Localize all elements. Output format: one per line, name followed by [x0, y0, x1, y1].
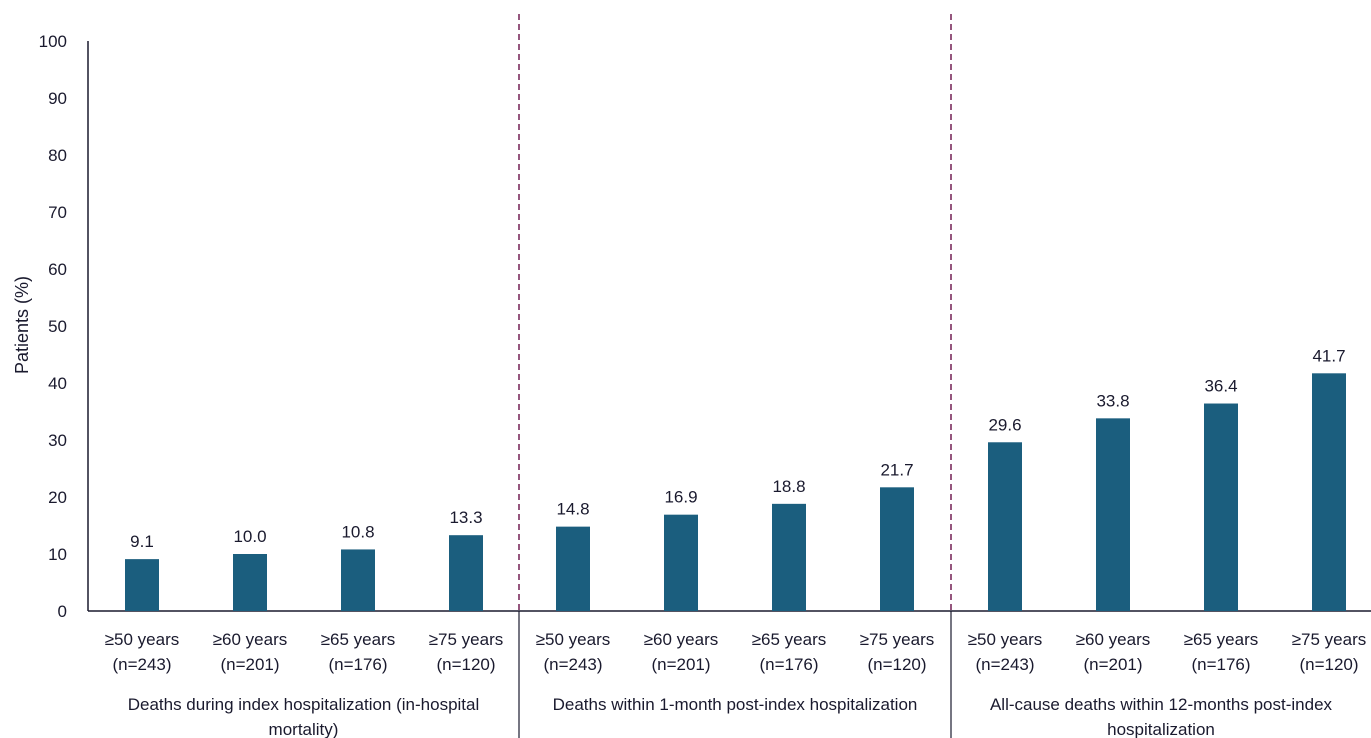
- bar: [1204, 404, 1238, 611]
- group-label: mortality): [269, 720, 339, 738]
- y-tick-label: 30: [48, 431, 67, 450]
- category-label: ≥75 years: [1292, 630, 1367, 649]
- bar: [556, 527, 590, 611]
- y-tick-label: 10: [48, 545, 67, 564]
- category-label: ≥60 years: [1076, 630, 1151, 649]
- bar: [1096, 418, 1130, 611]
- category-label: ≥50 years: [105, 630, 180, 649]
- category-n-label: (n=120): [867, 655, 926, 674]
- category-n-label: (n=176): [1191, 655, 1250, 674]
- bars: 9.1 10.0 10.8 13.3 14.8 16.9 18.8 21.7 29.6 33.8 3…: [125, 346, 1346, 611]
- y-tick-label: 0: [58, 602, 67, 621]
- bar-value-label: 41.7: [1312, 346, 1345, 365]
- category-n-label: (n=176): [328, 655, 387, 674]
- bar-value-label: 33.8: [1096, 391, 1129, 410]
- y-tick-label: 40: [48, 374, 67, 393]
- bar-value-label: 29.6: [988, 415, 1021, 434]
- category-n-label: (n=201): [651, 655, 710, 674]
- y-tick-label: 60: [48, 260, 67, 279]
- category-label: ≥75 years: [860, 630, 935, 649]
- bar-value-label: 16.9: [664, 488, 697, 507]
- bar: [988, 442, 1022, 611]
- y-tick-label: 100: [39, 32, 67, 51]
- bar-value-label: 21.7: [880, 460, 913, 479]
- y-tick-label: 50: [48, 317, 67, 336]
- bar: [1312, 373, 1346, 611]
- y-tick-label: 90: [48, 89, 67, 108]
- bar-value-label: 10.0: [233, 527, 266, 546]
- y-tick-label: 20: [48, 488, 67, 507]
- bar: [772, 504, 806, 611]
- bar: [125, 559, 159, 611]
- y-axis-label: Patients (%): [12, 276, 32, 374]
- group-label: Deaths during index hospitalization (in-…: [128, 695, 480, 714]
- bar-value-label: 9.1: [130, 532, 154, 551]
- group-label: hospitalization: [1107, 720, 1215, 738]
- category-label: ≥65 years: [321, 630, 396, 649]
- category-n-label: (n=243): [975, 655, 1034, 674]
- category-n-label: (n=120): [436, 655, 495, 674]
- y-tick-label: 70: [48, 203, 67, 222]
- category-label: ≥50 years: [968, 630, 1043, 649]
- bar: [341, 549, 375, 611]
- bar: [449, 535, 483, 611]
- bar: [233, 554, 267, 611]
- category-label: ≥60 years: [644, 630, 719, 649]
- category-label: ≥75 years: [429, 630, 504, 649]
- category-label: ≥65 years: [752, 630, 827, 649]
- category-label: ≥50 years: [536, 630, 611, 649]
- category-label: ≥60 years: [213, 630, 288, 649]
- group-label: All-cause deaths within 12-months post-i…: [990, 695, 1333, 714]
- category-n-label: (n=201): [220, 655, 279, 674]
- bar-value-label: 36.4: [1204, 377, 1237, 396]
- bar-value-label: 14.8: [556, 500, 589, 519]
- bar-value-label: 13.3: [449, 508, 482, 527]
- bar: [880, 487, 914, 611]
- bar: [664, 515, 698, 611]
- bar-value-label: 18.8: [772, 477, 805, 496]
- x-axis-labels: ≥50 years (n=243) ≥60 years (n=201) ≥65 year…: [105, 630, 1367, 738]
- bar-value-label: 10.8: [341, 522, 374, 541]
- y-tick-label: 80: [48, 146, 67, 165]
- category-label: ≥65 years: [1184, 630, 1259, 649]
- group-label: Deaths within 1-month post-index hospita…: [553, 695, 918, 714]
- category-n-label: (n=120): [1299, 655, 1358, 674]
- category-n-label: (n=243): [112, 655, 171, 674]
- category-n-label: (n=201): [1083, 655, 1142, 674]
- category-n-label: (n=176): [759, 655, 818, 674]
- category-n-label: (n=243): [543, 655, 602, 674]
